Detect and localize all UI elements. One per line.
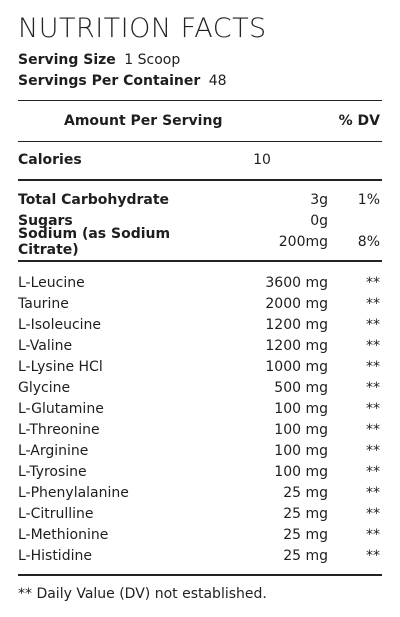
amino-row: L-Leucine 3600 mg ** xyxy=(18,272,382,293)
serving-size-value: 1 Scoop xyxy=(124,52,181,68)
amino-dv: ** xyxy=(366,337,380,354)
amino-name: L-Phenylalanine xyxy=(18,484,129,501)
macro-dv: 8% xyxy=(357,233,380,250)
amino-name: L-Methionine xyxy=(18,526,109,543)
amino-name: L-Isoleucine xyxy=(18,316,102,333)
amino-name: L-Arginine xyxy=(18,442,89,459)
macro-name: Total Carbohydrate xyxy=(18,191,170,208)
amino-dv: ** xyxy=(366,547,380,564)
amino-row: L-Lysine HCl 1000 mg ** xyxy=(18,356,382,377)
amino-row: L-Isoleucine 1200 mg ** xyxy=(18,314,382,335)
divider xyxy=(18,141,382,142)
amino-name: L-Tyrosine xyxy=(18,463,87,480)
amino-name: L-Lysine HCl xyxy=(18,358,103,375)
amino-dv: ** xyxy=(366,442,380,459)
amino-dv: ** xyxy=(366,463,380,480)
amino-amount: 25 mg xyxy=(283,547,328,564)
amino-row: L-Citrulline 25 mg ** xyxy=(18,503,382,524)
amino-dv: ** xyxy=(366,421,380,438)
amino-amount: 2000 mg xyxy=(265,295,328,312)
servings-per-container-label: Servings Per Container xyxy=(18,73,201,89)
macro-amount: 0g xyxy=(310,212,328,229)
divider xyxy=(18,179,382,181)
amino-row: Taurine 2000 mg ** xyxy=(18,293,382,314)
amino-row: L-Tyrosine 100 mg ** xyxy=(18,461,382,482)
amino-name: L-Valine xyxy=(18,337,73,354)
amino-amount: 100 mg xyxy=(274,421,328,438)
amino-row: L-Phenylalanine 25 mg ** xyxy=(18,482,382,503)
calories-section: Calories 10 xyxy=(18,142,382,179)
amino-dv: ** xyxy=(366,484,380,501)
divider xyxy=(18,100,382,101)
amino-amount: 500 mg xyxy=(274,379,328,396)
servings-per-container-value: 48 xyxy=(208,73,227,89)
amount-per-serving-header: Amount Per Serving xyxy=(64,113,223,129)
amino-dv: ** xyxy=(366,400,380,417)
divider xyxy=(18,574,382,576)
amino-name: L-Threonine xyxy=(18,421,100,438)
servings-per-container-line: Servings Per Container 48 xyxy=(18,71,382,92)
amino-dv: ** xyxy=(366,526,380,543)
amino-row: Glycine 500 mg ** xyxy=(18,377,382,398)
column-header: Amount Per Serving % DV xyxy=(18,101,382,141)
amino-amount: 25 mg xyxy=(283,505,328,522)
amino-row: L-Valine 1200 mg ** xyxy=(18,335,382,356)
amino-dv: ** xyxy=(366,505,380,522)
amino-amount: 25 mg xyxy=(283,484,328,501)
amino-row: L-Threonine 100 mg ** xyxy=(18,419,382,440)
macros-section: Total Carbohydrate 3g 1% Sugars 0g Sodiu… xyxy=(18,181,382,260)
amino-name: L-Citrulline xyxy=(18,505,94,522)
amino-row: L-Glutamine 100 mg ** xyxy=(18,398,382,419)
amino-dv: ** xyxy=(366,295,380,312)
macro-dv: 1% xyxy=(357,191,380,208)
amino-name: L-Leucine xyxy=(18,274,85,291)
serving-info: Serving Size 1 Scoop Servings Per Contai… xyxy=(18,50,382,92)
amino-amount: 1000 mg xyxy=(265,358,328,375)
amino-dv: ** xyxy=(366,316,380,333)
calories-row: Calories 10 xyxy=(18,149,382,170)
divider xyxy=(18,260,382,262)
amino-row: L-Histidine 25 mg ** xyxy=(18,545,382,566)
amino-amount: 25 mg xyxy=(283,526,328,543)
amino-acids-section: L-Leucine 3600 mg ** Taurine 2000 mg ** … xyxy=(18,262,382,574)
macro-name: Sodium (as Sodium Citrate) xyxy=(18,225,171,258)
serving-size-label: Serving Size xyxy=(18,52,116,68)
macro-amount: 200mg xyxy=(278,233,328,250)
amino-name: Glycine xyxy=(18,379,71,396)
amino-amount: 3600 mg xyxy=(265,274,328,291)
panel-title: NUTRITION FACTS xyxy=(18,13,267,44)
amino-amount: 100 mg xyxy=(274,463,328,480)
macro-amount: 3g xyxy=(310,191,328,208)
amino-dv: ** xyxy=(366,358,380,375)
amino-row: L-Arginine 100 mg ** xyxy=(18,440,382,461)
amino-row: L-Methionine 25 mg ** xyxy=(18,524,382,545)
amino-name: Taurine xyxy=(18,295,69,312)
daily-value-header: % DV xyxy=(338,113,380,129)
macro-name: Sugars xyxy=(18,212,73,229)
calories-label: Calories xyxy=(18,151,82,168)
amino-amount: 1200 mg xyxy=(265,316,328,333)
amino-name: L-Glutamine xyxy=(18,400,104,417)
calories-value: 10 xyxy=(253,151,271,168)
amino-dv: ** xyxy=(366,274,380,291)
amino-amount: 100 mg xyxy=(274,400,328,417)
footnote: ** Daily Value (DV) not established. xyxy=(18,586,267,602)
amino-name: L-Histidine xyxy=(18,547,92,564)
amino-dv: ** xyxy=(366,379,380,396)
amino-amount: 100 mg xyxy=(274,442,328,459)
macro-row: Sugars 0g xyxy=(18,210,382,231)
serving-size-line: Serving Size 1 Scoop xyxy=(18,50,382,71)
amino-amount: 1200 mg xyxy=(265,337,328,354)
macro-row: Sodium (as Sodium Citrate) 200mg 8% xyxy=(18,226,382,258)
macro-row: Total Carbohydrate 3g 1% xyxy=(18,189,382,210)
